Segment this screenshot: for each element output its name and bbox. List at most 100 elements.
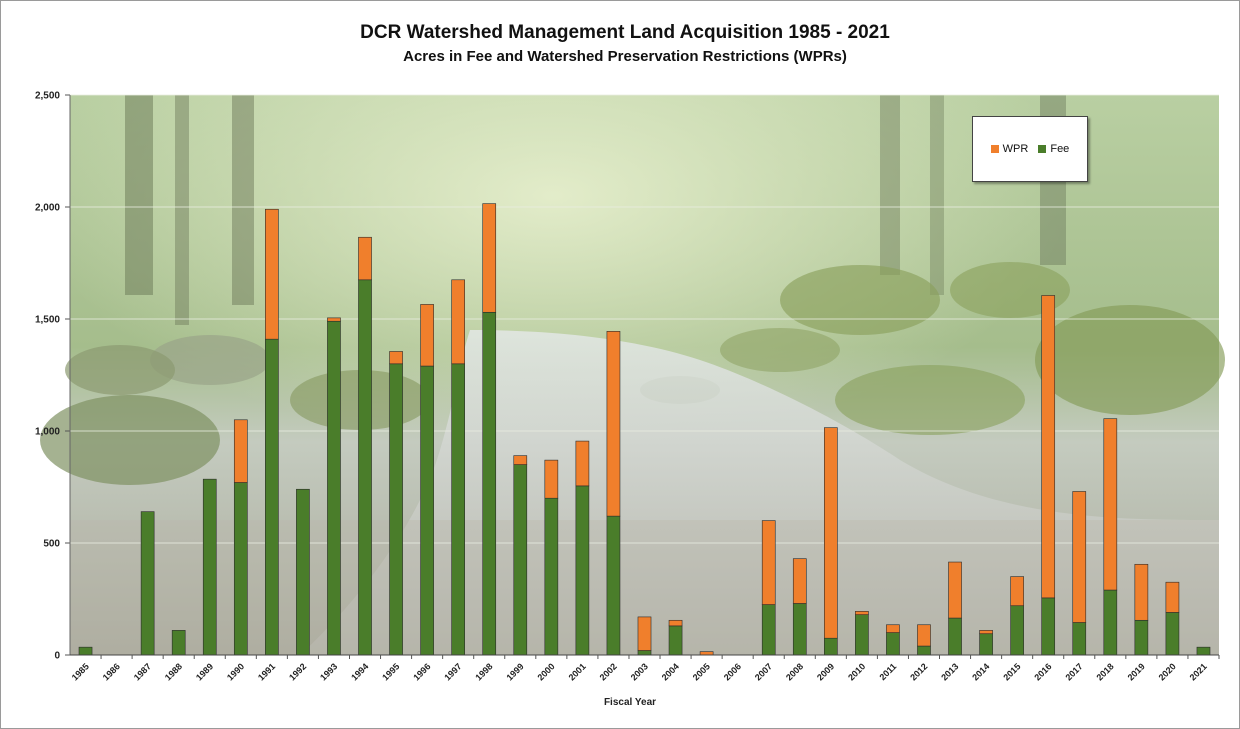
bar-fee-1995	[389, 363, 403, 656]
y-tick-label: 2,500	[35, 91, 60, 102]
bar-fee-2010	[855, 614, 869, 656]
y-tick-label: 1,500	[35, 315, 60, 326]
bar-fee-2021	[1196, 646, 1211, 656]
bar-wpr-1993	[327, 317, 341, 322]
legend-item-wpr: WPR	[990, 143, 1029, 155]
x-tick-label: 2018	[1094, 661, 1115, 682]
bar-wpr-2008	[792, 558, 807, 604]
gridlines	[70, 94, 1219, 544]
x-tick-label: 2006	[722, 661, 743, 682]
bar-wpr-1997	[451, 279, 465, 365]
bar-fee-2019	[1134, 619, 1149, 656]
bar-wpr-2007	[761, 520, 776, 605]
x-tick-label: 2017	[1063, 661, 1084, 682]
y-tick-label: 2,000	[35, 203, 60, 214]
x-tick-label: 1998	[473, 661, 494, 682]
y-tick-label: 500	[43, 539, 60, 550]
x-tick-label: 2014	[970, 661, 991, 682]
bar-fee-1996	[420, 365, 434, 656]
legend-label-wpr: WPR	[1002, 143, 1029, 155]
x-axis-title: Fiscal Year	[603, 697, 657, 708]
bar-wpr-2005	[699, 651, 714, 656]
bar-fee-1997	[451, 363, 465, 656]
x-tick-label: 1985	[70, 661, 91, 682]
bar-fee-2020	[1165, 612, 1180, 656]
x-tick-label: 1987	[132, 661, 153, 682]
bar-wpr-2019	[1134, 563, 1149, 621]
bar-fee-2017	[1072, 622, 1087, 656]
bar-wpr-1995	[389, 351, 403, 365]
bar-wpr-2018	[1103, 418, 1118, 591]
x-tick-label: 1986	[101, 661, 122, 682]
legend-swatch-fee	[1038, 145, 1047, 153]
bar-fee-2016	[1041, 597, 1056, 656]
x-tick-label: 1994	[349, 661, 370, 682]
bar-wpr-2002	[606, 331, 621, 517]
bar-fee-1990	[233, 482, 248, 656]
x-tick-label: 1989	[194, 661, 215, 682]
x-tick-label: 1990	[225, 661, 246, 682]
chart-title: DCR Watershed Management Land Acquisitio…	[360, 22, 890, 43]
bar-wpr-2014	[979, 630, 993, 635]
bar-wpr-2001	[575, 440, 590, 487]
bar-wpr-2003	[637, 616, 652, 651]
bar-fee-1991	[265, 338, 279, 656]
x-tick-label: 1991	[256, 661, 277, 682]
bar-wpr-2016	[1041, 295, 1056, 599]
bar-fee-2011	[886, 632, 900, 656]
y-tick-label: 0	[54, 651, 60, 662]
bar-fee-2012	[917, 645, 931, 656]
x-tick-label: 2005	[691, 661, 712, 682]
bar-wpr-2013	[948, 561, 962, 619]
bar-wpr-2020	[1165, 581, 1180, 613]
x-tick-label: 2001	[567, 661, 588, 682]
bar-fee-1987	[140, 511, 155, 656]
bar-fee-1989	[202, 478, 217, 656]
x-tick-label: 1988	[163, 661, 184, 682]
x-tick-label: 2015	[1001, 661, 1022, 682]
x-tick-label: 2002	[598, 661, 619, 682]
legend-item-fee: Fee	[1038, 143, 1069, 155]
bar-fee-2000	[544, 497, 559, 656]
legend: WPR Fee	[972, 116, 1088, 182]
x-tick-label: 2000	[536, 661, 557, 682]
x-tick-label: 2016	[1032, 661, 1053, 682]
bar-fee-2007	[761, 604, 776, 656]
bar-fee-1993	[327, 320, 341, 656]
bar-fee-1999	[513, 464, 528, 656]
bar-wpr-2004	[668, 619, 683, 627]
bar-wpr-2012	[917, 624, 931, 647]
bar-fee-2001	[575, 485, 590, 656]
bar-wpr-1998	[482, 203, 497, 313]
bar-wpr-2015	[1010, 576, 1024, 607]
x-tick-label: 2010	[846, 661, 867, 682]
bar-wpr-2017	[1072, 491, 1087, 623]
bar-wpr-1991	[265, 208, 279, 340]
bar-fee-2018	[1103, 589, 1118, 656]
bar-wpr-2009	[824, 427, 838, 639]
bar-fee-2015	[1010, 605, 1024, 656]
x-tick-label: 1999	[504, 661, 525, 682]
bar-wpr-1996	[420, 304, 434, 367]
bar-fee-2004	[668, 625, 683, 656]
x-tick-label: 1996	[411, 661, 432, 682]
x-tick-label: 2003	[629, 661, 650, 682]
bar-fee-1998	[482, 311, 497, 656]
x-tick-label: 1993	[318, 661, 339, 682]
bar-fee-2014	[979, 633, 993, 656]
x-tick-label: 2007	[753, 661, 774, 682]
legend-label-fee: Fee	[1050, 143, 1070, 155]
x-tick-label: 2021	[1188, 661, 1209, 682]
bar-fee-2009	[824, 637, 838, 656]
x-tick-label: 2012	[908, 661, 929, 682]
bar-wpr-2000	[544, 459, 559, 499]
bar-fee-2002	[606, 515, 621, 656]
bar-fee-1988	[171, 630, 186, 656]
bar-fee-1994	[358, 279, 372, 656]
legend-swatch-wpr	[990, 145, 999, 153]
x-tick-label: 2013	[939, 661, 960, 682]
x-tick-label: 1995	[380, 661, 401, 682]
bar-fee-2013	[948, 617, 962, 656]
x-tick-label: 2020	[1157, 661, 1178, 682]
